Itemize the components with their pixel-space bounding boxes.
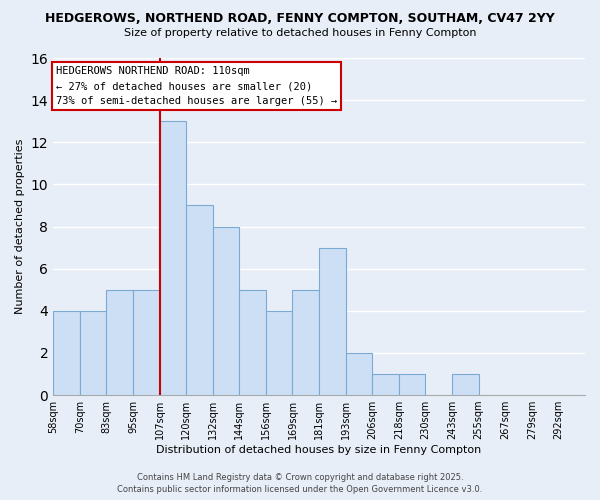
Text: Size of property relative to detached houses in Fenny Compton: Size of property relative to detached ho… (124, 28, 476, 38)
Y-axis label: Number of detached properties: Number of detached properties (15, 139, 25, 314)
Bar (80, 311, 106, 395)
Bar (346, 353, 372, 395)
Text: HEDGEROWS NORTHEND ROAD: 110sqm
← 27% of detached houses are smaller (20)
73% of: HEDGEROWS NORTHEND ROAD: 110sqm ← 27% of… (56, 66, 337, 106)
Bar (292, 290, 319, 395)
Bar (106, 290, 133, 395)
Bar (53, 311, 80, 395)
Bar (319, 248, 346, 395)
Text: HEDGEROWS, NORTHEND ROAD, FENNY COMPTON, SOUTHAM, CV47 2YY: HEDGEROWS, NORTHEND ROAD, FENNY COMPTON,… (45, 12, 555, 26)
Text: Contains HM Land Registry data © Crown copyright and database right 2025.
Contai: Contains HM Land Registry data © Crown c… (118, 472, 482, 494)
Bar (186, 206, 213, 395)
Bar (239, 290, 266, 395)
Bar (452, 374, 479, 395)
Bar (133, 290, 160, 395)
Bar (213, 226, 239, 395)
Bar (266, 311, 292, 395)
Bar (160, 121, 186, 395)
X-axis label: Distribution of detached houses by size in Fenny Compton: Distribution of detached houses by size … (157, 445, 482, 455)
Bar (372, 374, 399, 395)
Bar (399, 374, 425, 395)
